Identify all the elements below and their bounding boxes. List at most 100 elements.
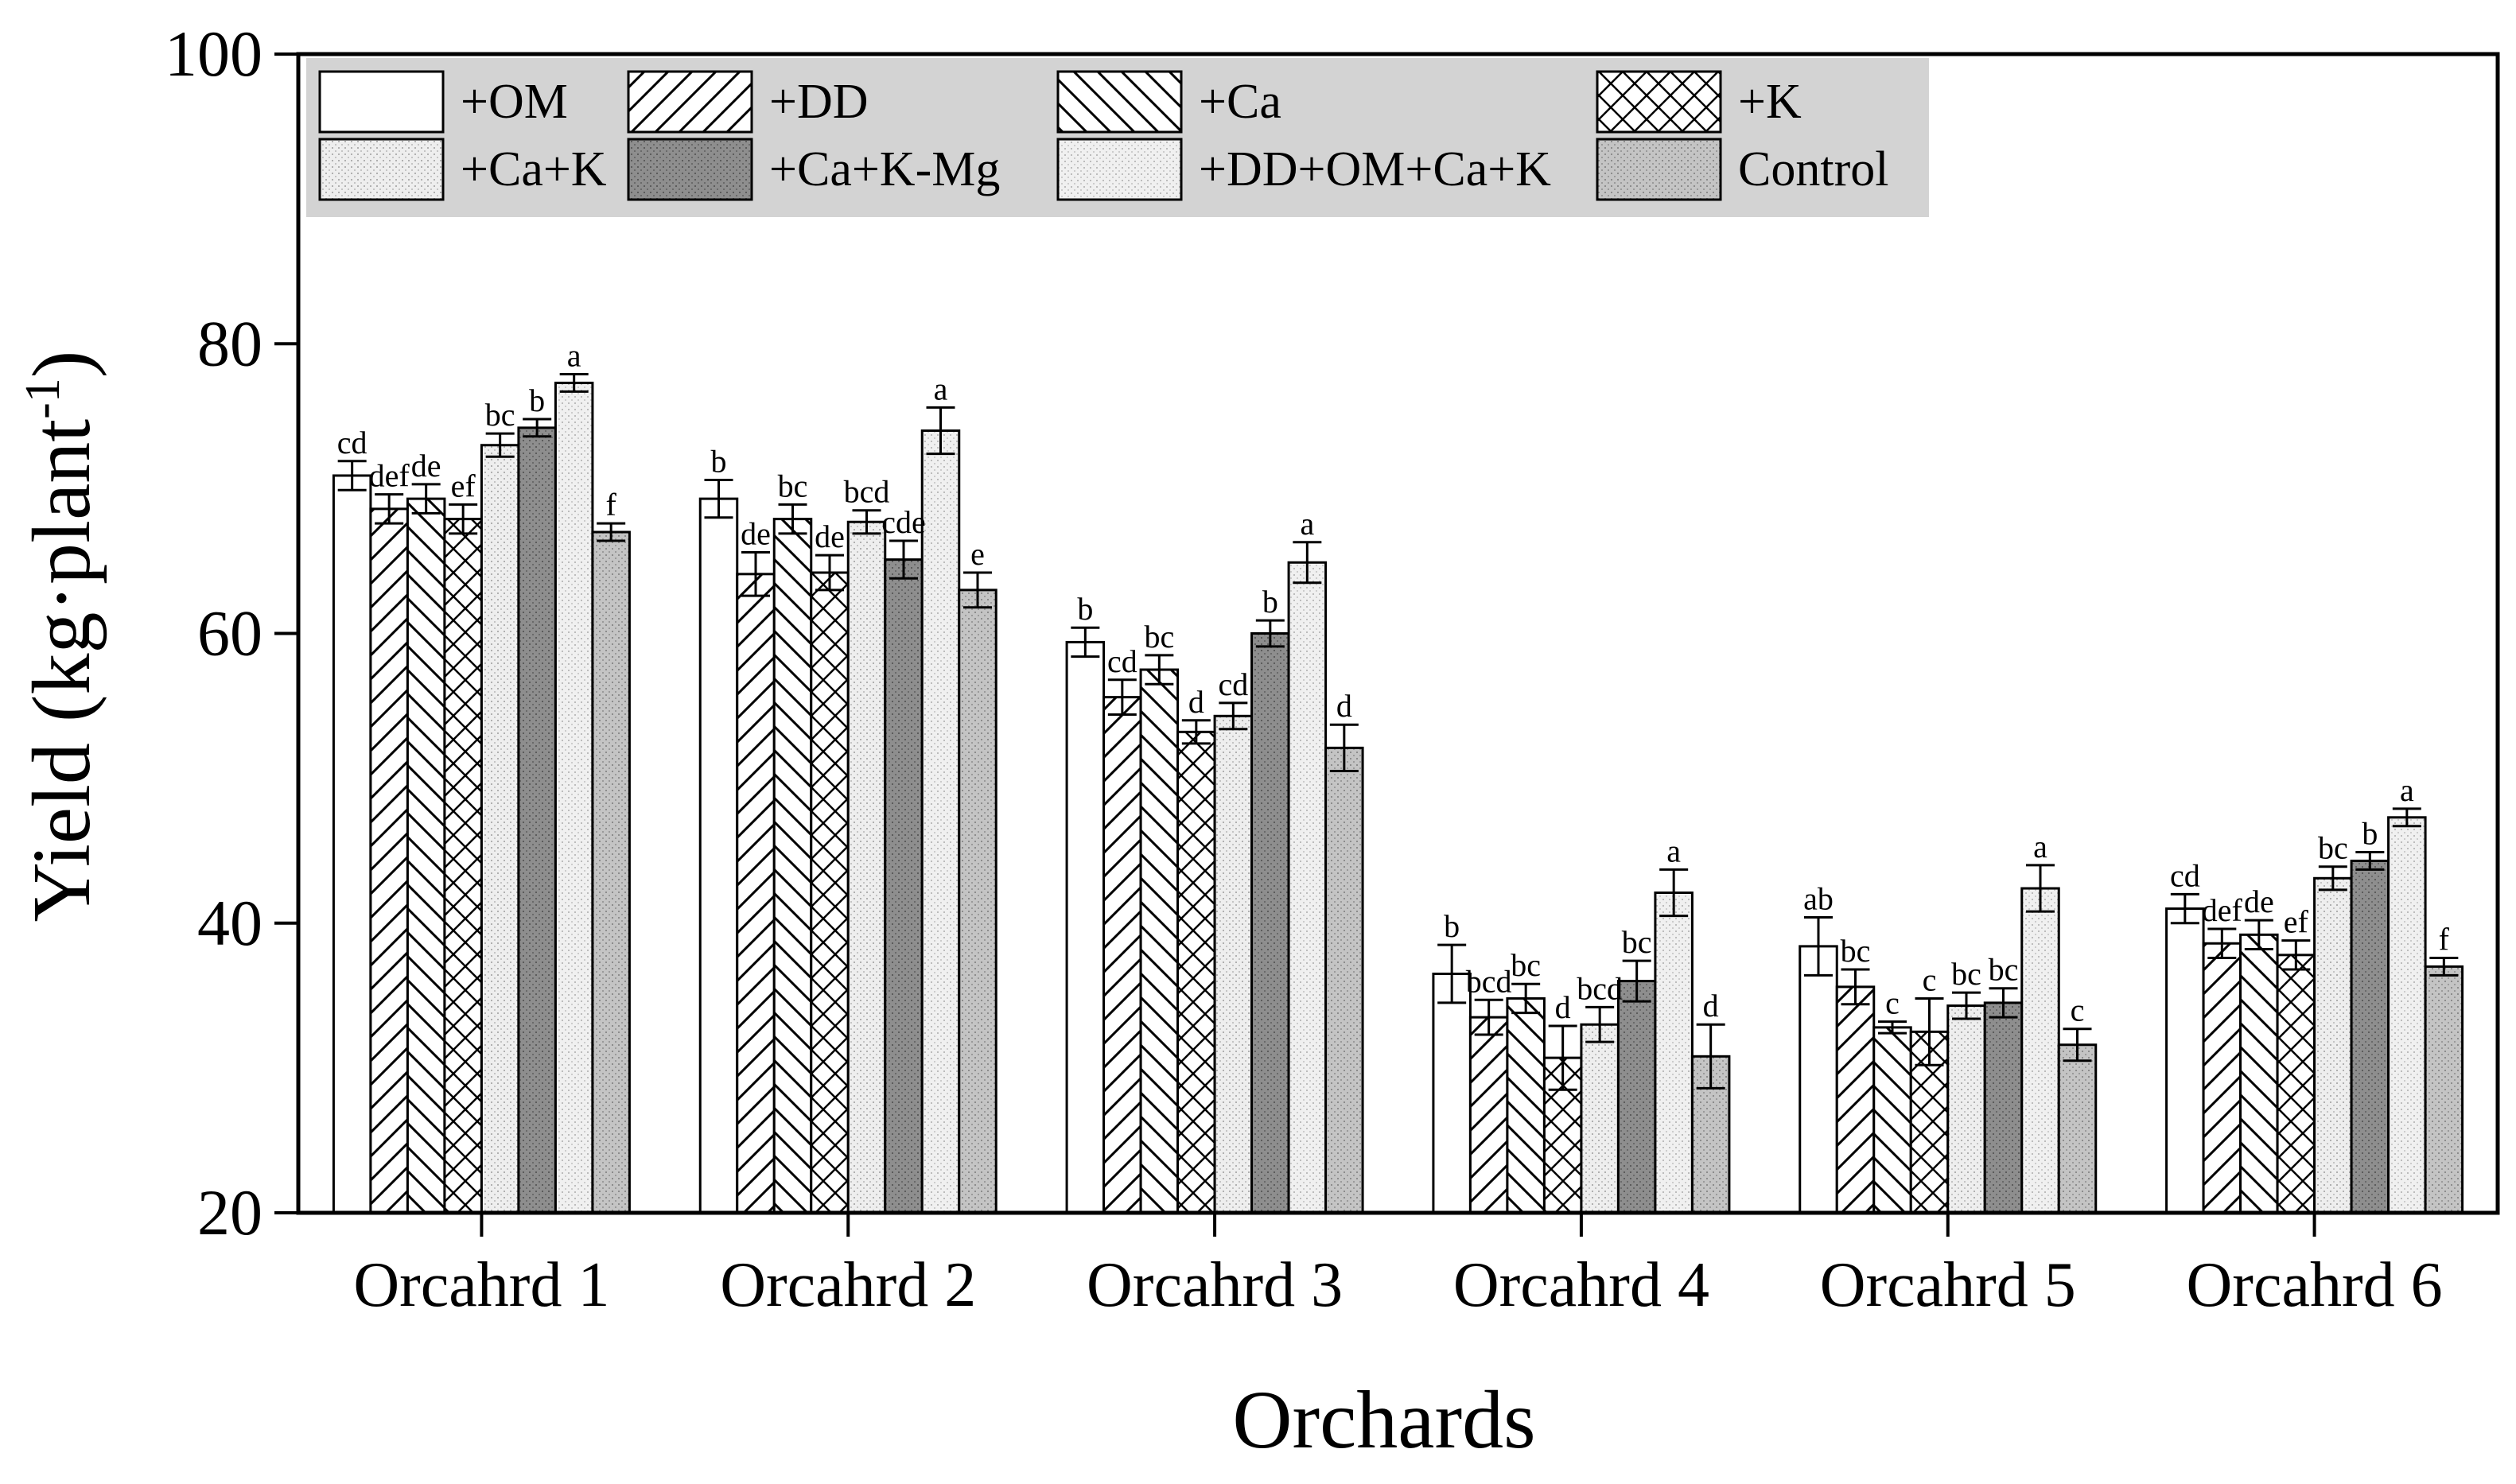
bar-6-2 [884,558,924,1214]
significance-letter: a [2400,772,2414,808]
bar-8-5 [2057,1043,2098,1214]
bar-4-6 [2276,954,2316,1214]
bar-6-3 [1250,632,1290,1214]
y-tick-label: 80 [197,307,262,379]
significance-letter: cd [1218,666,1248,702]
y-axis-title-sup: -1 [16,378,70,419]
significance-letter: c [2071,993,2085,1028]
bar-7-4 [1654,892,1694,1214]
x-axis-title: Orchards [1232,1374,1535,1466]
y-tick-label: 20 [197,1176,262,1249]
significance-letter: bc [1511,947,1541,983]
x-tick-label: Orcahrd 4 [1453,1250,1709,1320]
bar-3-2 [772,518,813,1214]
significance-letter: bc [1841,933,1871,969]
significance-letter: e [970,536,985,572]
bar-5-5 [1946,1004,1986,1214]
significance-letter: ab [1803,880,1834,916]
legend: +OM +DD +Ca +K+Ca+K +Ca+K-Mg +DD+OM+Ca+K Contr… [306,58,1929,217]
bar-3-3 [1139,668,1180,1214]
significance-letter: f [2439,921,2450,957]
significance-letter: de [815,519,845,554]
bar-5-2 [846,520,887,1214]
bars-layer [332,372,2464,1214]
bar-5-3 [1213,714,1254,1214]
significance-letter: cd [337,425,367,460]
legend-label: +DD+OM+Ca+K [1199,142,1551,196]
bar-2-5 [1835,985,1876,1214]
x-tick-label: Orcahrd 2 [720,1250,976,1320]
significance-letter: bc [778,468,808,503]
legend-label: +Ca [1199,75,1281,129]
bar-2-6 [2202,942,2242,1214]
bar-2-3 [1102,696,1142,1214]
legend-swatch [627,70,753,134]
axes: Orcahrd 1 Orcahrd 2 Orcahrd 3 Orcahrd 4 Orca… [165,17,2500,1320]
bar-8-6 [2424,965,2464,1214]
bar-1-3 [1065,640,1106,1214]
x-tick-label: Orcahrd 1 [353,1250,609,1320]
bar-6-4 [1616,980,1657,1214]
bar-7-2 [920,429,961,1214]
legend-swatch [1056,70,1183,134]
significance-letter: ef [2284,904,2309,940]
legend-label: +OM [461,75,568,129]
bar-7-3 [1287,561,1328,1214]
bar-2-4 [1468,1016,1509,1214]
significance-letter: de [411,448,441,484]
significance-letter: ef [451,468,476,503]
bar-5-1 [480,444,520,1214]
legend-label: +Ca+K [461,142,607,196]
legend-swatch [1596,70,1722,134]
bar-1-4 [1432,972,1472,1214]
y-tick-label: 40 [197,887,262,959]
bar-3-1 [406,497,446,1214]
bar-7-5 [2020,887,2060,1214]
significance-letter: c [1923,961,1937,997]
significance-letter: b [529,383,545,418]
significance-letter: a [1666,833,1681,868]
bar-1-6 [2165,907,2205,1214]
bar-3-6 [2239,933,2279,1214]
bar-5-4 [1580,1023,1620,1214]
significance-letter: b [1077,591,1093,627]
bar-5-6 [2313,876,2353,1214]
bar-8-1 [591,530,631,1214]
bar-6-1 [517,426,557,1214]
significance-letter: de [741,516,771,552]
significance-letter: d [1703,988,1719,1024]
x-tick-label: Orcahrd 3 [1087,1250,1343,1320]
significance-letter: bc [1951,956,1981,992]
bar-4-1 [443,518,483,1214]
significance-letter: b [1262,584,1278,620]
significance-letter: def [369,458,410,494]
bar-1-1 [332,474,372,1214]
bar-4-3 [1176,730,1216,1214]
significance-letter: b [711,443,727,479]
y-axis-title: Yield (kg·plant-1) [16,351,107,923]
legend-label: +Ca+K-Mg [769,142,1000,196]
legend-swatch [1596,138,1722,201]
bar-3-4 [1506,996,1546,1214]
significance-letter: bc [2318,830,2348,866]
bar-7-1 [554,381,594,1214]
significance-letter: a [934,371,948,406]
y-tick-label: 100 [165,17,262,90]
legend-label: +DD [769,75,869,129]
significance-letter: bc [1622,924,1652,960]
y-tick-label: 60 [197,597,262,670]
significance-letter: a [1300,506,1314,542]
significance-letter: b [1444,908,1460,944]
x-tick-label: Orcahrd 5 [1820,1250,2076,1320]
significance-letter: d [1336,688,1352,724]
significance-letter: bc [485,397,515,433]
bar-6-6 [2350,859,2390,1214]
significance-letter: bc [1144,619,1174,655]
significance-letter: a [567,337,581,373]
legend-swatch [1056,138,1183,201]
legend-swatch [627,138,753,201]
x-tick-label: Orcahrd 6 [2187,1250,2443,1320]
bar-1-2 [698,497,739,1214]
